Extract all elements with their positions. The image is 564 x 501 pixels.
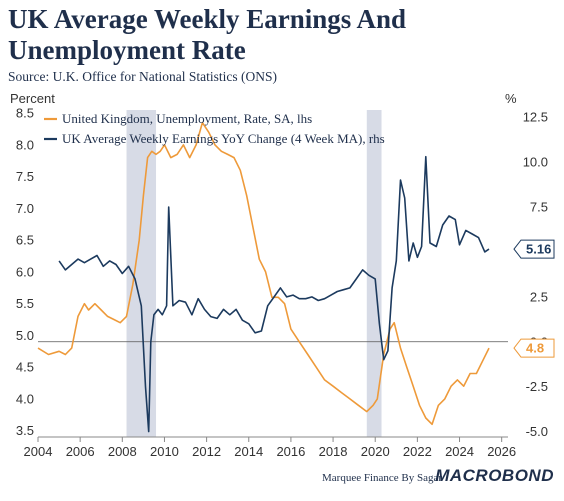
x-tick-label: 2014: [234, 444, 263, 459]
brand-logo: MACROBOND: [435, 466, 554, 485]
left-tick-label: 6.0: [16, 264, 34, 279]
left-tick-label: 7.5: [16, 169, 34, 184]
right-tick-label: 2.5: [530, 289, 548, 304]
footer-credit: Marquee Finance By Sagar: [322, 472, 443, 484]
x-tick-label: 2016: [276, 444, 305, 459]
last-value-labels: 4.8 5.16: [513, 239, 555, 358]
series-lines: [37, 121, 490, 433]
last-value-label: 5.16: [526, 242, 551, 257]
left-axis-label: Percent: [10, 91, 55, 106]
recession-band-1: [366, 110, 382, 437]
right-tick-label: 7.5: [530, 200, 548, 215]
left-tick-label: 5.0: [16, 328, 34, 343]
x-tick-label: 2018: [319, 444, 348, 459]
left-tick-label: 3.5: [16, 423, 34, 438]
axes: 2004 2006 2008 2010 2012 2014 2016 2018 2020 2022…: [16, 106, 548, 459]
x-tick-label: 2020: [361, 444, 390, 459]
left-tick-label: 8.5: [16, 106, 34, 121]
recession-shading: [126, 110, 382, 437]
left-tick-label: 4.5: [16, 360, 34, 375]
chart-source: Source: U.K. Office for National Statist…: [8, 69, 277, 84]
legend-entry: UK Average Weekly Earnings YoY Change (4…: [62, 131, 385, 146]
right-tick-label: 12.5: [523, 110, 548, 125]
right-tick-label: -5.0: [526, 424, 548, 439]
x-tick-label: 2008: [108, 444, 137, 459]
last-value-box: [513, 239, 555, 259]
last-value-box: [513, 338, 555, 358]
x-tick-label: 2010: [150, 444, 179, 459]
right-axis-label: %: [505, 91, 517, 106]
chart-title: UK Average Weekly Earnings And Unemploym…: [8, 4, 407, 65]
x-tick-label: 2024: [445, 444, 474, 459]
legend-entry: United Kingdom, Unemployment, Rate, SA, …: [62, 111, 312, 126]
last-value-label: 4.8: [526, 341, 544, 356]
x-tick-label: 2022: [403, 444, 432, 459]
legend: United Kingdom, Unemployment, Rate, SA, …: [44, 111, 385, 146]
right-tick-label: 10.0: [523, 155, 548, 170]
left-tick-label: 8.0: [16, 137, 34, 152]
left-tick-label: 4.0: [16, 391, 34, 406]
x-tick-label: 2026: [487, 444, 516, 459]
x-tick-label: 2006: [66, 444, 95, 459]
unemployment-line: [37, 121, 490, 426]
x-tick-label: 2012: [192, 444, 221, 459]
left-tick-label: 6.5: [16, 233, 34, 248]
left-tick-label: 5.5: [16, 296, 34, 311]
earnings-line: [58, 155, 490, 433]
x-tick-label: 2004: [24, 444, 53, 459]
recession-band-0: [126, 110, 157, 437]
right-tick-label: -2.5: [526, 379, 548, 394]
left-tick-label: 7.0: [16, 201, 34, 216]
